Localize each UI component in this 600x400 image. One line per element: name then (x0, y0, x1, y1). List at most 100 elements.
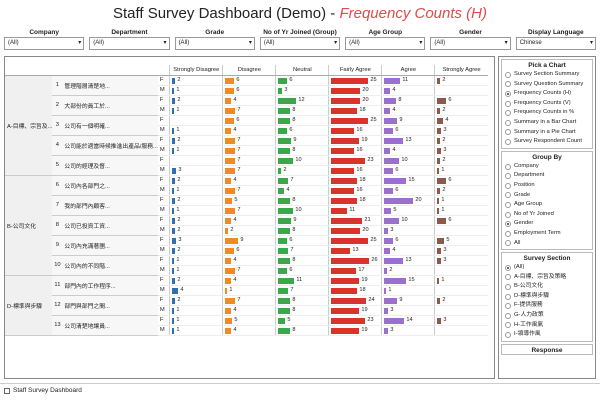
radio-option[interactable]: (All) (505, 263, 589, 273)
table-row: M 1 4 8 19 3 (5, 325, 488, 336)
filter-dropdown[interactable]: (All) ▾ (430, 37, 511, 50)
radio-option[interactable]: Grade (505, 191, 589, 201)
radio-option[interactable]: Company (505, 162, 589, 172)
frequency-table: Strongly Disagree Disagree Neutral Fairly A… (5, 65, 488, 336)
radio-option[interactable]: Department (505, 171, 589, 181)
filter-dropdown[interactable]: (All) ▾ (259, 37, 341, 50)
filter-dropdown[interactable]: (All) ▾ (4, 37, 85, 50)
count-value: 19 (361, 276, 368, 283)
count-value: 2 (442, 106, 446, 113)
radio-option[interactable]: Survey Question Summary (505, 80, 589, 90)
question-text: 部門內的工作程序... (62, 275, 158, 296)
question-text: 公司的經理及督... (62, 155, 158, 176)
count-cell: 5 (381, 205, 435, 216)
count-value: 7 (237, 106, 241, 113)
count-bar (384, 87, 391, 94)
count-cell: 21 (328, 215, 382, 226)
radio-option[interactable]: Summary in a Bar Chart (505, 118, 589, 128)
count-value: 9 (293, 136, 297, 143)
count-value: 8 (292, 116, 296, 123)
radio-icon (505, 110, 511, 117)
count-cell: 16 (328, 165, 382, 176)
count-cell: 2 (169, 175, 223, 186)
radio-option[interactable]: All (505, 239, 589, 249)
radio-option[interactable]: A-目標、宗旨及策略 (505, 273, 589, 283)
filter-dropdown[interactable]: (All) ▾ (89, 37, 170, 50)
filter-dropdown[interactable]: (All) ▾ (174, 37, 255, 50)
table-row: 7 我的部門內顧客... F 2 5 8 18 20 1 (5, 195, 488, 216)
count-cell: 2 (381, 265, 435, 276)
count-value: 3 (178, 236, 182, 243)
question-number: 4 (52, 135, 63, 156)
radio-option[interactable]: Age Group (505, 200, 589, 210)
count-value: 10 (401, 156, 408, 163)
count-cell: 2 (169, 135, 223, 146)
radio-option[interactable]: Frequency Counts in % (505, 108, 589, 118)
count-cell: 1 (434, 195, 488, 206)
count-bar (278, 87, 283, 94)
count-value: 1 (441, 206, 445, 213)
radio-option[interactable]: Frequency Counts (H) (505, 89, 589, 99)
table-row: D-標準與步驟 11 部門內的工作程序... F 2 4 11 19 15 1 (5, 275, 488, 336)
count-cell: 18 (328, 105, 382, 116)
gender-label: M (157, 305, 170, 316)
count-cell: 7 (222, 205, 276, 216)
count-cell: 19 (328, 135, 382, 146)
count-bar (278, 257, 291, 264)
count-bar (172, 217, 176, 224)
count-value: 1 (388, 286, 392, 293)
table-row: 13 公司清楚地讓員... F 1 5 5 23 14 3 (5, 315, 488, 336)
count-bar (225, 277, 232, 284)
sheet-tab[interactable]: Staff Survey Dashboard (4, 387, 82, 394)
radio-option[interactable]: G-人力政策 (505, 311, 589, 321)
group-by-title: Group By (532, 153, 562, 161)
radio-label: H-工作風氣 (514, 321, 544, 328)
count-value: 10 (295, 206, 302, 213)
radio-option[interactable]: I-領導作風 (505, 330, 589, 340)
count-value: 18 (359, 286, 366, 293)
radio-option[interactable]: D-標準與步驟 (505, 292, 589, 302)
count-value: 6 (448, 96, 452, 103)
radio-option[interactable]: B-公司文化 (505, 282, 589, 292)
filter-value: (All) (8, 40, 19, 46)
radio-option[interactable]: Survey Respondent Count (505, 137, 589, 147)
count-value: 2 (177, 196, 181, 203)
count-value: 1 (441, 166, 445, 173)
count-cell: 1 (222, 285, 276, 296)
count-bar (278, 137, 292, 144)
radio-option[interactable]: Frequency Counts (V) (505, 99, 589, 109)
count-bar (331, 217, 363, 224)
radio-option[interactable]: Summary in a Pie Chart (505, 128, 589, 138)
filter-dropdown[interactable]: Chinese ▾ (515, 37, 596, 50)
radio-option[interactable]: Employment Term (505, 229, 589, 239)
gender-label: F (157, 135, 170, 146)
radio-option[interactable]: Position (505, 181, 589, 191)
count-bar (172, 317, 175, 324)
count-bar (331, 77, 369, 84)
count-bar (172, 87, 175, 94)
radio-option[interactable]: Gender (505, 219, 589, 229)
count-bar (384, 247, 391, 254)
radio-option[interactable]: No of Yr Joined (505, 210, 589, 220)
radio-option[interactable]: H-工作風氣 (505, 321, 589, 331)
filter-dropdown[interactable]: (All) ▾ (345, 37, 426, 50)
count-cell: 19 (328, 325, 382, 336)
count-cell: 8 (381, 95, 435, 106)
count-bar (384, 197, 414, 204)
radio-option[interactable]: F-提供服務 (505, 301, 589, 311)
count-bar (384, 187, 394, 194)
count-bar (437, 187, 441, 194)
count-value: 16 (356, 126, 363, 133)
table-row: M 3 7 2 16 6 1 (5, 165, 488, 176)
filter-value: (All) (93, 40, 104, 46)
section-label: A-目標、宗旨及... (5, 75, 53, 176)
count-cell: 24 (328, 295, 382, 306)
filter-label: Display Language (528, 29, 584, 36)
radio-icon (505, 221, 511, 228)
count-value: 8 (292, 326, 296, 333)
count-bar (331, 297, 367, 304)
radio-option[interactable]: Survey Section Summary (505, 70, 589, 80)
count-bar (331, 117, 369, 124)
count-bar (172, 97, 176, 104)
count-value: 4 (233, 276, 237, 283)
